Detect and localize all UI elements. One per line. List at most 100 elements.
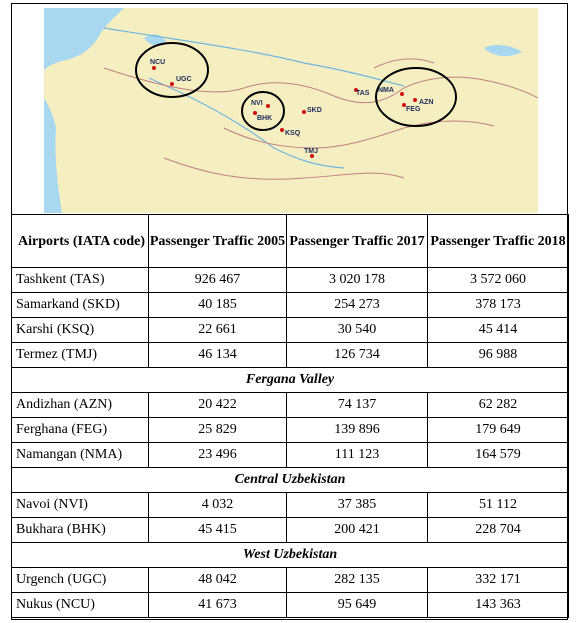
traffic-2005: 48 042 <box>148 567 287 593</box>
traffic-2017: 139 896 <box>286 417 428 443</box>
table-header-row: Airports (IATA code) Passenger Traffic 2… <box>11 214 569 268</box>
traffic-2017: 126 734 <box>286 342 428 368</box>
table-row: Tashkent (TAS) 926 467 3 020 178 3 572 0… <box>11 267 569 293</box>
marker-ugc: UGC <box>170 76 192 86</box>
traffic-2018: 62 282 <box>427 392 569 418</box>
country-border-1 <box>103 67 538 104</box>
river-amu <box>148 77 345 169</box>
airport-name: Andizhan (AZN) <box>11 392 149 418</box>
marker-bhk: BHK <box>253 111 272 122</box>
table-row: Ferghana (FEG) 25 829 139 896 179 649 <box>11 417 569 443</box>
table-row: Andizhan (AZN) 20 422 74 137 62 282 <box>11 392 569 418</box>
traffic-2018: 51 112 <box>427 492 569 518</box>
traffic-2018: 228 704 <box>427 517 569 543</box>
traffic-2005: 926 467 <box>148 267 287 293</box>
header-traffic-2005: Passenger Traffic 2005 <box>148 214 287 268</box>
airport-name: Termez (TMJ) <box>11 342 149 368</box>
airport-name: Karshi (KSQ) <box>11 317 149 343</box>
airport-name: Bukhara (BHK) <box>11 517 149 543</box>
country-border-3 <box>163 157 405 180</box>
airport-name: Nukus (NCU) <box>11 592 149 618</box>
traffic-2017: 282 135 <box>286 567 428 593</box>
river-syr <box>103 27 405 87</box>
header-airports: Airports (IATA code) <box>11 214 149 268</box>
table-row: Nukus (NCU) 41 673 95 649 143 363 <box>11 592 569 618</box>
traffic-2005: 20 422 <box>148 392 287 418</box>
section-row-fergana: Fergana Valley <box>11 367 569 393</box>
airport-map: NCU UGC NVI BHK SKD KSQ TMJ TAS NMA AZN … <box>44 8 538 213</box>
traffic-2018: 143 363 <box>427 592 569 618</box>
section-row-central: Central Uzbekistan <box>11 467 569 493</box>
table-row: Urgench (UGC) 48 042 282 135 332 171 <box>11 567 569 593</box>
airport-name: Navoi (NVI) <box>11 492 149 518</box>
table-row: Navoi (NVI) 4 032 37 385 51 112 <box>11 492 569 518</box>
map-label-tas: TAS <box>356 90 370 97</box>
traffic-2005: 22 661 <box>148 317 287 343</box>
traffic-2005: 23 496 <box>148 442 287 468</box>
header-traffic-2017: Passenger Traffic 2017 <box>286 214 428 268</box>
map-label-tmj: TMJ <box>304 148 318 155</box>
table-row: Samarkand (SKD) 40 185 254 273 378 173 <box>11 292 569 318</box>
marker-azn: AZN <box>413 98 433 106</box>
marker-skd: SKD <box>302 107 322 114</box>
airport-name: Urgench (UGC) <box>11 567 149 593</box>
west-region-circle <box>135 42 209 98</box>
traffic-2017: 30 540 <box>286 317 428 343</box>
map-label-ksq: KSQ <box>285 130 301 137</box>
airport-name: Tashkent (TAS) <box>11 267 149 293</box>
traffic-2005: 25 829 <box>148 417 287 443</box>
airport-name: Ferghana (FEG) <box>11 417 149 443</box>
table-row: Termez (TMJ) 46 134 126 734 96 988 <box>11 342 569 368</box>
section-row-west: West Uzbekistan <box>11 542 569 568</box>
map-label-azn: AZN <box>419 99 433 106</box>
traffic-2018: 45 414 <box>427 317 569 343</box>
map-land <box>44 8 538 213</box>
caspian-sea <box>44 98 62 213</box>
marker-tas: TAS <box>354 88 370 97</box>
map-label-feg: FEG <box>406 106 421 113</box>
marker-nma: NMA <box>378 87 404 96</box>
marker-ksq: KSQ <box>280 128 301 137</box>
marker-nvi: NVI <box>251 100 270 108</box>
traffic-2018: 164 579 <box>427 442 569 468</box>
traffic-2017: 200 421 <box>286 517 428 543</box>
traffic-2018: 332 171 <box>427 567 569 593</box>
section-title: Central Uzbekistan <box>11 467 569 493</box>
traffic-2018: 378 173 <box>427 292 569 318</box>
header-traffic-2018: Passenger Traffic 2018 <box>427 214 569 268</box>
central-region-circle <box>241 91 285 131</box>
traffic-2017: 74 137 <box>286 392 428 418</box>
traffic-2005: 41 673 <box>148 592 287 618</box>
passenger-traffic-table: Airports (IATA code) Passenger Traffic 2… <box>11 214 569 618</box>
traffic-2017: 37 385 <box>286 492 428 518</box>
section-title: West Uzbekistan <box>11 542 569 568</box>
table-row: Karshi (KSQ) 22 661 30 540 45 414 <box>11 317 569 343</box>
map-label-ugc: UGC <box>176 76 192 83</box>
marker-feg: FEG <box>402 103 421 113</box>
lake-east <box>484 45 522 57</box>
traffic-2017: 111 123 <box>286 442 428 468</box>
table-row: Bukhara (BHK) 45 415 200 421 228 704 <box>11 517 569 543</box>
country-border-2 <box>223 120 495 149</box>
map-label-nma: NMA <box>378 87 394 94</box>
map-label-bhk: BHK <box>257 115 272 122</box>
traffic-2018: 179 649 <box>427 417 569 443</box>
map-label-ncu: NCU <box>150 59 165 66</box>
aral-sea <box>44 8 124 70</box>
traffic-2005: 45 415 <box>148 517 287 543</box>
section-title: Fergana Valley <box>11 367 569 393</box>
traffic-2005: 4 032 <box>148 492 287 518</box>
traffic-2018: 3 572 060 <box>427 267 569 293</box>
marker-ncu: NCU <box>150 59 165 70</box>
traffic-2017: 95 649 <box>286 592 428 618</box>
traffic-2018: 96 988 <box>427 342 569 368</box>
map-label-nvi: NVI <box>251 100 263 107</box>
traffic-2017: 254 273 <box>286 292 428 318</box>
marker-tmj: TMJ <box>304 148 318 158</box>
airport-name: Samarkand (SKD) <box>11 292 149 318</box>
country-border-4 <box>373 58 435 69</box>
airport-name: Namangan (NMA) <box>11 442 149 468</box>
map-label-skd: SKD <box>307 107 322 114</box>
traffic-2017: 3 020 178 <box>286 267 428 293</box>
table-row: Namangan (NMA) 23 496 111 123 164 579 <box>11 442 569 468</box>
